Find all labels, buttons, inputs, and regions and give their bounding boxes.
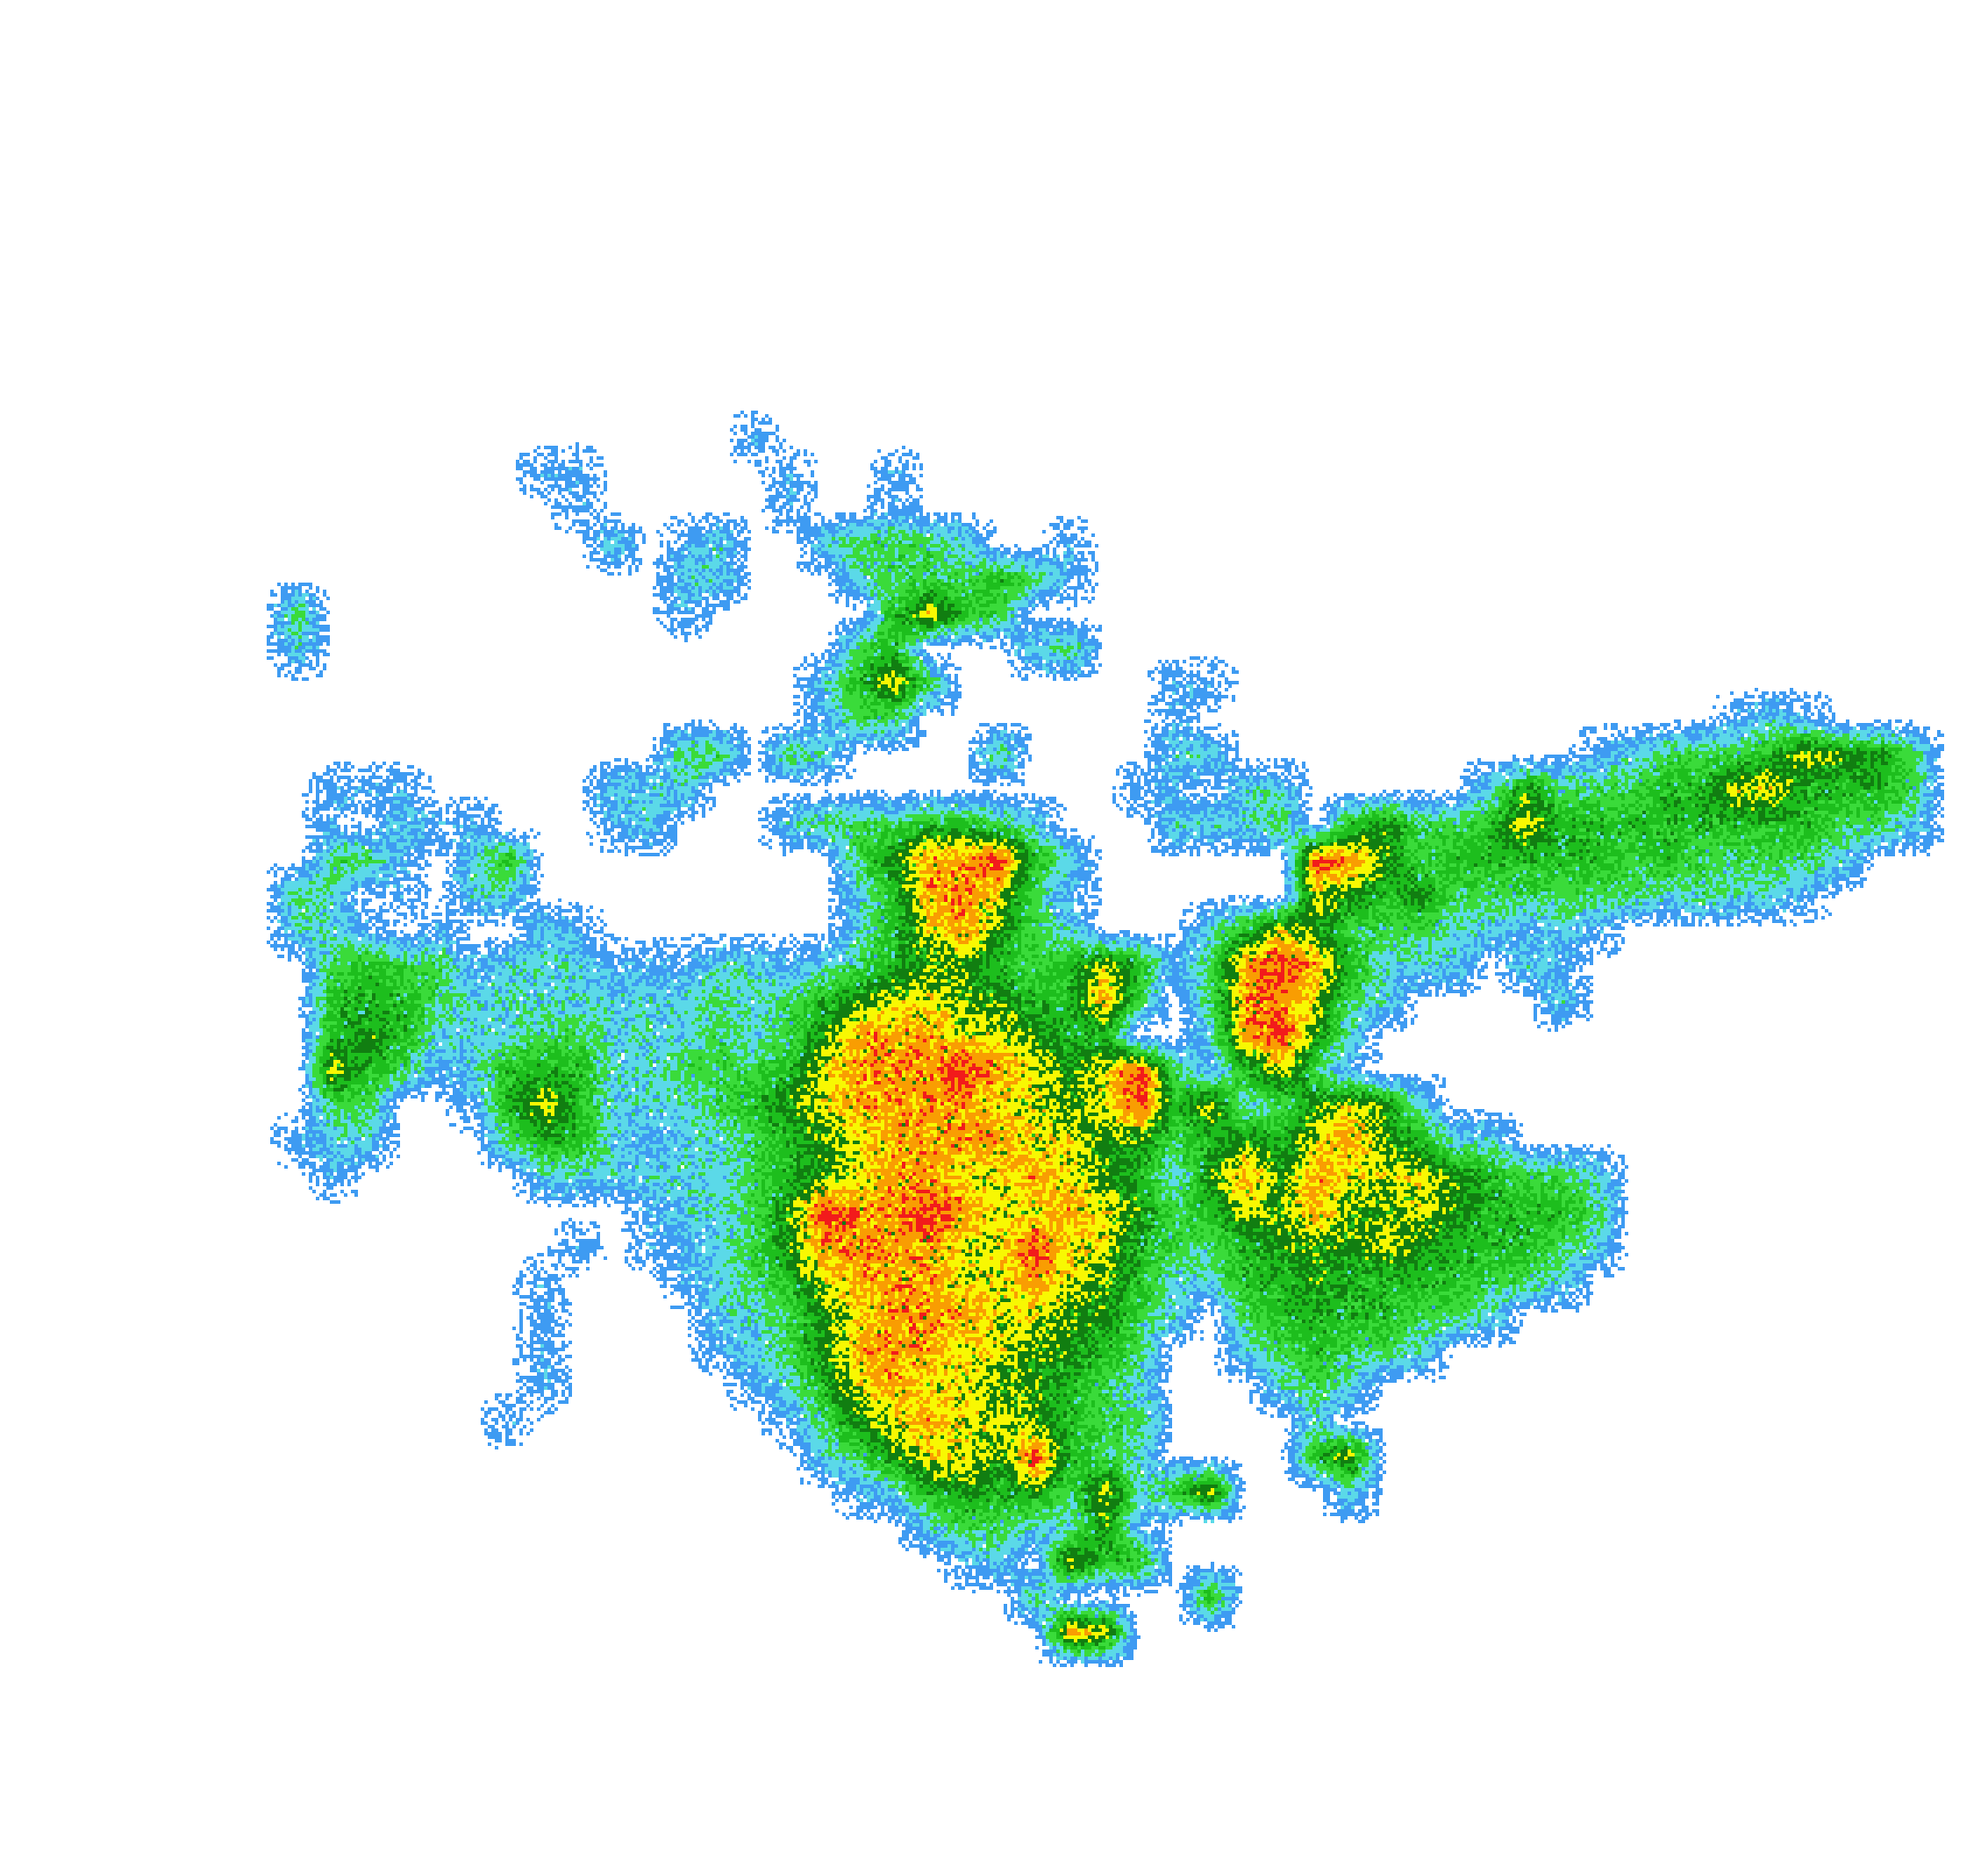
radar-canvas — [0, 0, 1988, 1875]
radar-map — [0, 0, 1988, 1875]
